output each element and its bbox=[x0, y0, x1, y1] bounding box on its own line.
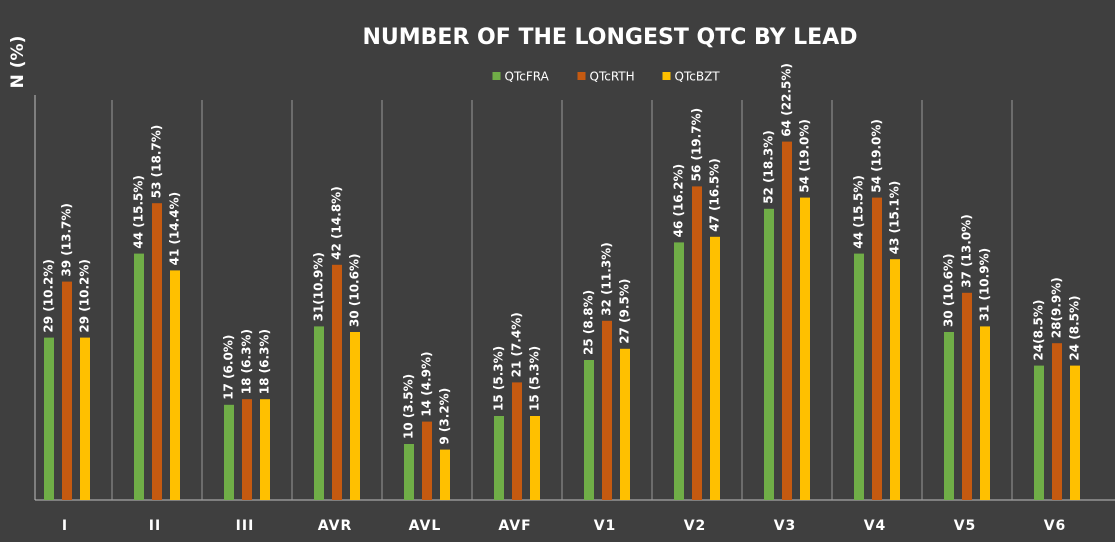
x-tick-label: AVR bbox=[318, 518, 353, 534]
data-label: 47 (16.5%) bbox=[708, 158, 722, 231]
data-label: 39 (13.7%) bbox=[60, 203, 74, 276]
data-label: 53 (18.7%) bbox=[150, 125, 164, 198]
x-tick-label: I bbox=[62, 518, 68, 534]
bar bbox=[44, 337, 54, 500]
bar bbox=[332, 264, 342, 500]
data-label: 64 (22.5%) bbox=[780, 63, 794, 136]
bar bbox=[962, 292, 972, 500]
bar bbox=[1034, 365, 1044, 500]
x-tick-label: V3 bbox=[774, 518, 797, 534]
y-axis-label: N (%) bbox=[8, 36, 28, 89]
data-label: 41 (14.4%) bbox=[168, 192, 182, 265]
bar bbox=[530, 416, 540, 500]
data-label: 31(10.9%) bbox=[312, 252, 326, 321]
bar bbox=[620, 348, 630, 500]
data-label: 21 (7.4%) bbox=[510, 312, 524, 377]
bar bbox=[944, 332, 954, 500]
x-tick-label: V5 bbox=[954, 518, 977, 534]
data-label: 32 (11.3%) bbox=[600, 242, 614, 315]
data-label: 29 (10.2%) bbox=[78, 259, 92, 332]
bar bbox=[134, 253, 144, 500]
data-label: 17 (6.0%) bbox=[222, 335, 236, 400]
x-tick-label: II bbox=[149, 518, 161, 534]
data-label: 24 (8.5%) bbox=[1068, 295, 1082, 360]
bar bbox=[692, 186, 702, 500]
bar bbox=[1052, 343, 1062, 500]
bar bbox=[350, 332, 360, 500]
data-label: 52 (18.3%) bbox=[762, 130, 776, 203]
x-tick-label: V6 bbox=[1044, 518, 1067, 534]
legend-swatch bbox=[577, 72, 586, 80]
data-label: 54 (19.0%) bbox=[870, 119, 884, 192]
legend-swatch bbox=[662, 72, 671, 80]
bar bbox=[800, 197, 810, 500]
data-label: 43 (15.1%) bbox=[888, 181, 902, 254]
bar bbox=[170, 270, 180, 500]
data-label: 10 (3.5%) bbox=[402, 374, 416, 439]
data-label: 31 (10.9%) bbox=[978, 248, 992, 321]
chart-title: NUMBER OF THE LONGEST QTC BY LEAD bbox=[362, 25, 857, 50]
bar bbox=[980, 326, 990, 500]
legend-label: QTcFRA bbox=[505, 70, 550, 84]
data-label: 44 (15.5%) bbox=[132, 175, 146, 248]
bar bbox=[1070, 365, 1080, 500]
data-label: 56 (19.7%) bbox=[690, 108, 704, 181]
data-label: 37 (13.0%) bbox=[960, 214, 974, 287]
data-label: 25 (8.8%) bbox=[582, 290, 596, 355]
x-tick-label: V2 bbox=[684, 518, 707, 534]
bar bbox=[404, 444, 414, 500]
bar bbox=[584, 360, 594, 500]
bar bbox=[872, 197, 882, 500]
bar bbox=[314, 326, 324, 500]
bar bbox=[512, 382, 522, 500]
data-label: 15 (5.3%) bbox=[492, 346, 506, 411]
bar bbox=[62, 281, 72, 500]
data-label: 18 (6.3%) bbox=[240, 329, 254, 394]
data-label: 24(8.5%) bbox=[1032, 300, 1046, 361]
data-label: 9 (3.2%) bbox=[438, 388, 452, 445]
data-label: 44 (15.5%) bbox=[852, 175, 866, 248]
data-label: 46 (16.2%) bbox=[672, 164, 686, 237]
bar bbox=[440, 449, 450, 500]
data-label: 28(9.9%) bbox=[1050, 277, 1064, 338]
bar bbox=[602, 320, 612, 500]
x-tick-label: V4 bbox=[864, 518, 887, 534]
legend-swatch bbox=[492, 72, 501, 80]
bar bbox=[764, 208, 774, 501]
data-label: 18 (6.3%) bbox=[258, 329, 272, 394]
x-tick-label: III bbox=[236, 518, 255, 534]
data-label: 42 (14.8%) bbox=[330, 186, 344, 259]
bar bbox=[260, 399, 270, 500]
x-tick-label: V1 bbox=[594, 518, 617, 534]
x-tick-label: AVL bbox=[409, 518, 442, 534]
data-label: 30 (10.6%) bbox=[942, 254, 956, 327]
bar bbox=[494, 416, 504, 500]
bar bbox=[710, 236, 720, 501]
bar bbox=[674, 242, 684, 500]
data-label: 14 (4.9%) bbox=[420, 351, 434, 416]
bar bbox=[242, 399, 252, 500]
data-label: 30 (10.6%) bbox=[348, 254, 362, 327]
bar bbox=[782, 141, 792, 500]
bar bbox=[890, 259, 900, 500]
bar bbox=[854, 253, 864, 500]
legend-label: QTcBZT bbox=[675, 70, 721, 84]
bar bbox=[80, 337, 90, 500]
data-label: 15 (5.3%) bbox=[528, 346, 542, 411]
data-label: 29 (10.2%) bbox=[42, 259, 56, 332]
legend-label: QTcRTH bbox=[590, 70, 635, 84]
data-label: 54 (19.0%) bbox=[798, 119, 812, 192]
data-label: 27 (9.5%) bbox=[618, 279, 632, 344]
bar bbox=[224, 404, 234, 500]
x-tick-label: AVF bbox=[498, 518, 531, 534]
bar bbox=[152, 203, 162, 500]
bar bbox=[422, 421, 432, 500]
